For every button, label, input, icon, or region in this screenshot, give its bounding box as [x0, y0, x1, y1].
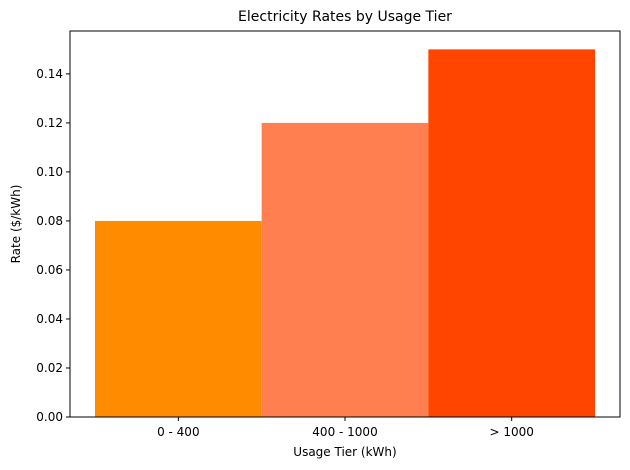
bars-group: [95, 49, 596, 418]
y-tick-label: 0.00: [36, 410, 63, 424]
bar-2: [428, 49, 596, 417]
x-tick-label: > 1000: [489, 425, 533, 439]
plot-frame: [69, 30, 621, 418]
y-tick-label: 0.02: [36, 361, 63, 375]
y-tick-label: 0.08: [36, 214, 63, 228]
x-axis: 0 - 400 400 - 1000 > 1000: [157, 417, 534, 439]
chart-title: Electricity Rates by Usage Tier: [238, 9, 452, 25]
y-tick-label: 0.10: [36, 165, 63, 179]
bar-1: [261, 122, 429, 418]
y-tick-label: 0.12: [36, 116, 63, 130]
bar-0: [95, 220, 262, 417]
x-tick-label: 0 - 400: [157, 425, 200, 439]
x-axis-label: Usage Tier (kWh): [293, 445, 396, 459]
y-tick-label: 0.04: [36, 312, 63, 326]
y-axis: 0.00 0.02 0.04 0.06 0.08 0.10 0.12 0.14: [36, 67, 70, 424]
x-tick-label: 400 - 1000: [312, 425, 377, 439]
y-tick-label: 0.06: [36, 263, 63, 277]
y-tick-label: 0.14: [36, 67, 63, 81]
y-axis-label: Rate ($/kWh): [9, 185, 23, 264]
